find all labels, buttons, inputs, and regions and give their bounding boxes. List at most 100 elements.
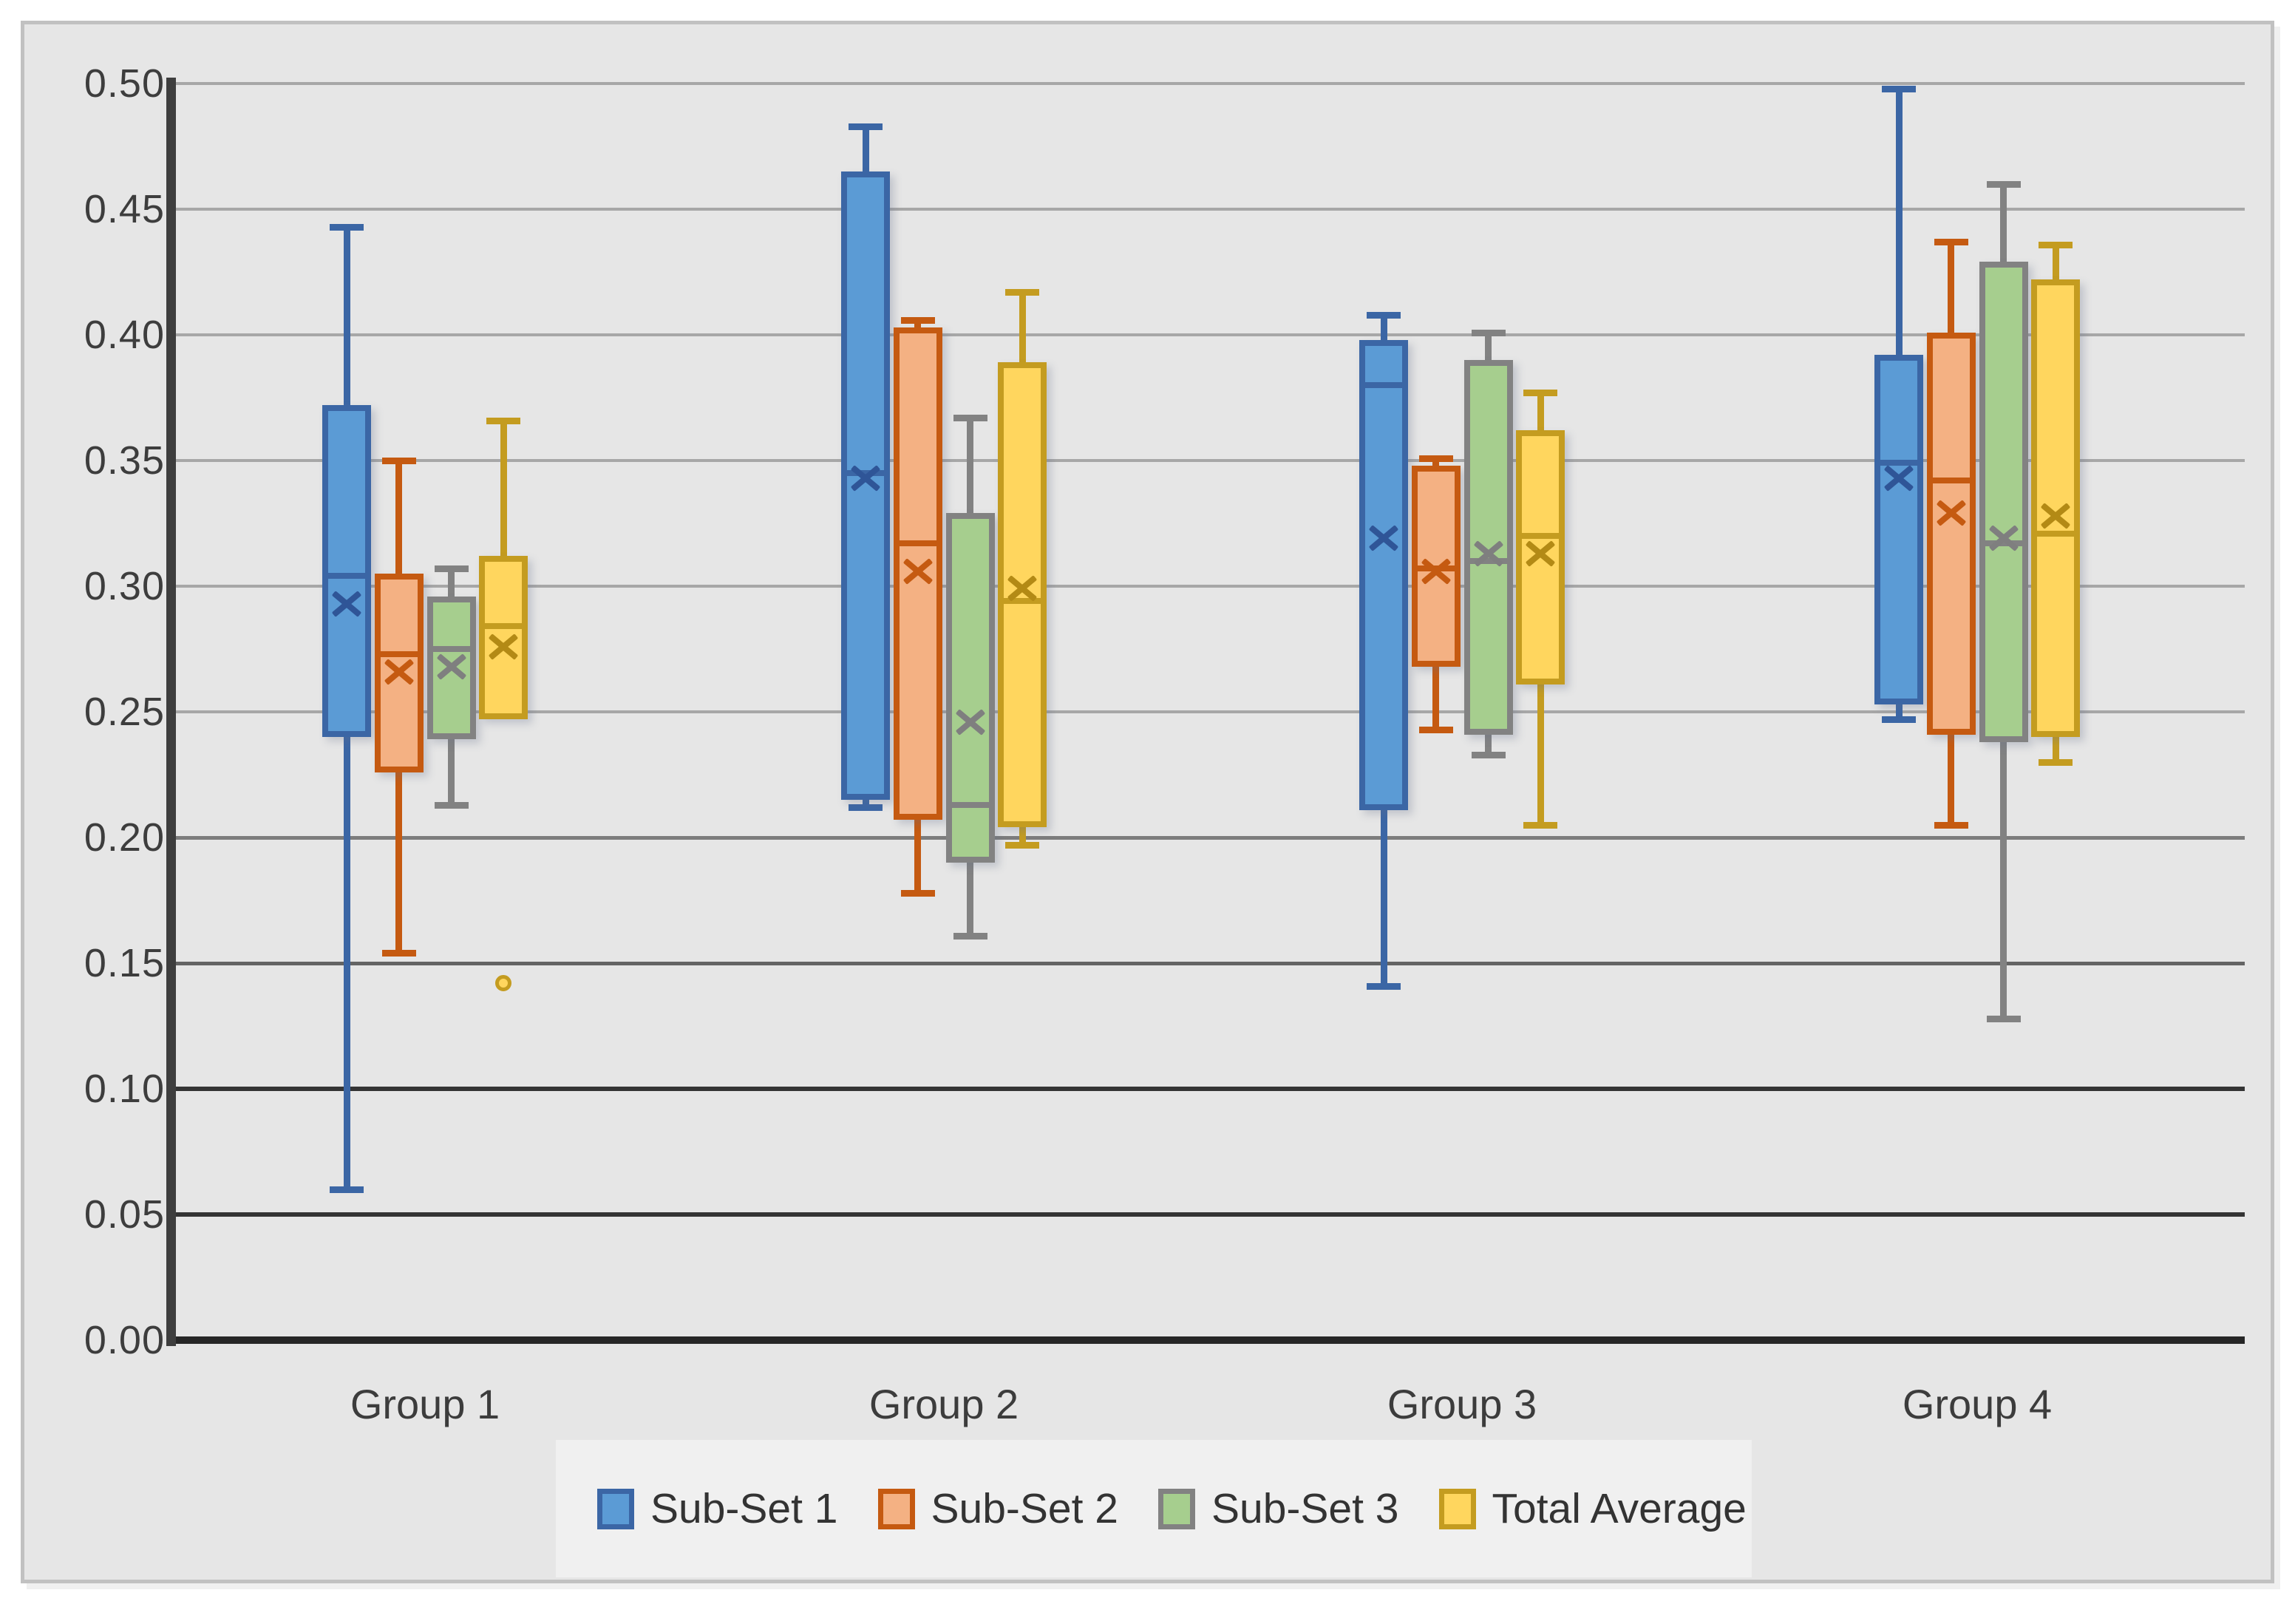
box-sub-set-1-group-1 bbox=[322, 405, 371, 737]
whisker-stem-low-sub-set-1-group-1 bbox=[343, 737, 350, 1189]
mean-marker-total-average-group-2 bbox=[1005, 574, 1039, 603]
whisker-stem-low-sub-set-2-group-1 bbox=[395, 772, 402, 954]
whisker-cap-high-total-average-group-1 bbox=[486, 417, 520, 424]
whisker-stem-low-total-average-group-2 bbox=[1019, 827, 1026, 846]
mean-marker-total-average-group-3 bbox=[1523, 539, 1557, 568]
gridline bbox=[176, 1087, 2245, 1091]
y-axis-line bbox=[166, 78, 176, 1346]
mean-marker-sub-set-2-group-1 bbox=[382, 657, 416, 687]
box-sub-set-3-group-3 bbox=[1463, 360, 1513, 735]
whisker-stem-high-sub-set-2-group-1 bbox=[395, 461, 402, 574]
whisker-stem-low-total-average-group-3 bbox=[1537, 684, 1544, 825]
legend-swatch-sub-set-3 bbox=[1158, 1488, 1195, 1529]
whisker-cap-low-sub-set-1-group-3 bbox=[1367, 982, 1401, 990]
whisker-cap-high-sub-set-1-group-3 bbox=[1367, 311, 1401, 319]
whisker-cap-high-total-average-group-2 bbox=[1005, 289, 1039, 296]
chart-panel: 0.50 0.45 0.40 0.35 0.30 0.25 0.20 0.15 0.10 0.05… bbox=[21, 21, 2274, 1583]
median-line-sub-set-2-group-4 bbox=[1931, 478, 1971, 484]
box-sub-set-3-group-2 bbox=[945, 513, 995, 863]
box-total-average-group-2 bbox=[998, 362, 1047, 828]
gridline bbox=[176, 835, 2245, 840]
legend-panel: Sub-Set 1 Sub-Set 2 Sub-Set 3 Total Average bbox=[556, 1440, 1752, 1577]
whisker-stem-high-total-average-group-3 bbox=[1537, 393, 1544, 431]
mean-marker-sub-set-1-group-2 bbox=[849, 463, 883, 493]
mean-marker-sub-set-1-group-3 bbox=[1367, 523, 1401, 553]
y-tick-label: 0.20 bbox=[84, 815, 165, 860]
y-tick-label: 0.15 bbox=[84, 941, 165, 985]
y-tick-label: 0.00 bbox=[84, 1318, 165, 1362]
whisker-stem-high-sub-set-3-group-1 bbox=[448, 568, 455, 597]
x-axis-line bbox=[176, 1336, 2245, 1344]
whisker-cap-high-sub-set-1-group-4 bbox=[1882, 85, 1916, 92]
whisker-cap-high-sub-set-2-group-2 bbox=[900, 316, 935, 324]
whisker-cap-high-sub-set-3-group-2 bbox=[953, 415, 987, 422]
x-category-label-group-2: Group 2 bbox=[868, 1381, 1019, 1427]
whisker-stem-high-sub-set-2-group-3 bbox=[1432, 458, 1439, 466]
mean-marker-total-average-group-1 bbox=[486, 632, 520, 662]
x-category-label-group-1: Group 1 bbox=[350, 1381, 500, 1427]
whisker-stem-low-sub-set-1-group-3 bbox=[1380, 809, 1387, 986]
gridline bbox=[176, 459, 2245, 462]
y-tick-label: 0.10 bbox=[84, 1067, 165, 1111]
whisker-cap-low-sub-set-1-group-1 bbox=[330, 1186, 364, 1193]
gridline bbox=[176, 961, 2245, 965]
y-tick-label: 0.30 bbox=[84, 564, 165, 608]
whisker-stem-high-total-average-group-4 bbox=[2052, 244, 2059, 280]
whisker-cap-low-sub-set-2-group-2 bbox=[900, 889, 935, 897]
box-sub-set-1-group-3 bbox=[1359, 339, 1408, 810]
box-total-average-group-1 bbox=[479, 556, 528, 720]
median-line-total-average-group-3 bbox=[1521, 533, 1560, 539]
whisker-stem-high-sub-set-1-group-3 bbox=[1380, 314, 1387, 340]
median-line-total-average-group-4 bbox=[2036, 530, 2075, 537]
whisker-cap-low-sub-set-2-group-1 bbox=[381, 950, 416, 957]
x-category-label-group-4: Group 4 bbox=[1902, 1381, 2053, 1427]
whisker-cap-low-total-average-group-2 bbox=[1005, 842, 1039, 849]
median-line-sub-set-1-group-1 bbox=[327, 573, 366, 580]
median-line-sub-set-3-group-2 bbox=[951, 801, 990, 808]
box-sub-set-2-group-4 bbox=[1926, 332, 1976, 735]
y-tick-label: 0.35 bbox=[84, 438, 165, 483]
whisker-cap-low-sub-set-1-group-4 bbox=[1882, 716, 1916, 724]
mean-marker-sub-set-1-group-1 bbox=[330, 589, 364, 619]
gridline bbox=[176, 585, 2245, 588]
mean-marker-sub-set-1-group-4 bbox=[1882, 463, 1916, 493]
whisker-cap-high-sub-set-2-group-1 bbox=[381, 458, 416, 464]
y-tick-label: 0.25 bbox=[84, 690, 165, 734]
box-sub-set-3-group-4 bbox=[1979, 262, 2028, 742]
legend-item-sub-set-3: Sub-Set 3 bbox=[1158, 1484, 1399, 1533]
median-line-sub-set-3-group-1 bbox=[432, 646, 471, 652]
whisker-stem-high-total-average-group-1 bbox=[500, 420, 507, 557]
mean-marker-sub-set-3-group-4 bbox=[1987, 523, 2021, 553]
whisker-cap-low-total-average-group-4 bbox=[2039, 759, 2073, 766]
legend-label-total-average: Total Average bbox=[1492, 1485, 1747, 1532]
whisker-stem-high-sub-set-3-group-4 bbox=[2000, 184, 2007, 262]
whisker-cap-low-total-average-group-3 bbox=[1523, 822, 1557, 829]
whisker-stem-high-sub-set-3-group-3 bbox=[1485, 332, 1492, 360]
whisker-cap-high-sub-set-3-group-4 bbox=[1986, 181, 2021, 188]
whisker-stem-low-sub-set-2-group-3 bbox=[1432, 666, 1439, 730]
legend-item-total-average: Total Average bbox=[1438, 1484, 1747, 1533]
whisker-stem-low-sub-set-1-group-4 bbox=[1895, 704, 1903, 720]
gridline bbox=[176, 333, 2245, 336]
whisker-stem-low-total-average-group-4 bbox=[2052, 737, 2059, 762]
whisker-cap-low-sub-set-2-group-3 bbox=[1418, 726, 1453, 733]
box-sub-set-3-group-1 bbox=[426, 596, 476, 740]
plot-area: 0.50 0.45 0.40 0.35 0.30 0.25 0.20 0.15 0.10 0.05… bbox=[24, 24, 2271, 1580]
whisker-stem-low-sub-set-3-group-3 bbox=[1485, 734, 1492, 755]
whisker-cap-high-sub-set-2-group-3 bbox=[1418, 455, 1453, 462]
median-line-total-average-group-2 bbox=[1003, 598, 1041, 605]
mean-marker-sub-set-3-group-1 bbox=[435, 652, 469, 682]
legend-label-sub-set-3: Sub-Set 3 bbox=[1211, 1485, 1399, 1532]
whisker-cap-low-sub-set-3-group-1 bbox=[434, 801, 469, 809]
mean-marker-sub-set-2-group-2 bbox=[901, 557, 935, 586]
median-line-sub-set-2-group-1 bbox=[379, 650, 418, 657]
whisker-cap-low-sub-set-3-group-4 bbox=[1986, 1015, 2021, 1022]
whisker-cap-high-total-average-group-3 bbox=[1523, 390, 1557, 397]
whisker-cap-low-sub-set-3-group-2 bbox=[953, 932, 987, 940]
whisker-cap-high-sub-set-2-group-4 bbox=[1934, 239, 1968, 246]
outlier-point-total-average-group-1 bbox=[495, 975, 511, 992]
whisker-stem-high-sub-set-2-group-2 bbox=[914, 319, 921, 327]
box-sub-set-1-group-4 bbox=[1874, 355, 1923, 704]
whisker-cap-high-sub-set-1-group-2 bbox=[849, 123, 883, 130]
